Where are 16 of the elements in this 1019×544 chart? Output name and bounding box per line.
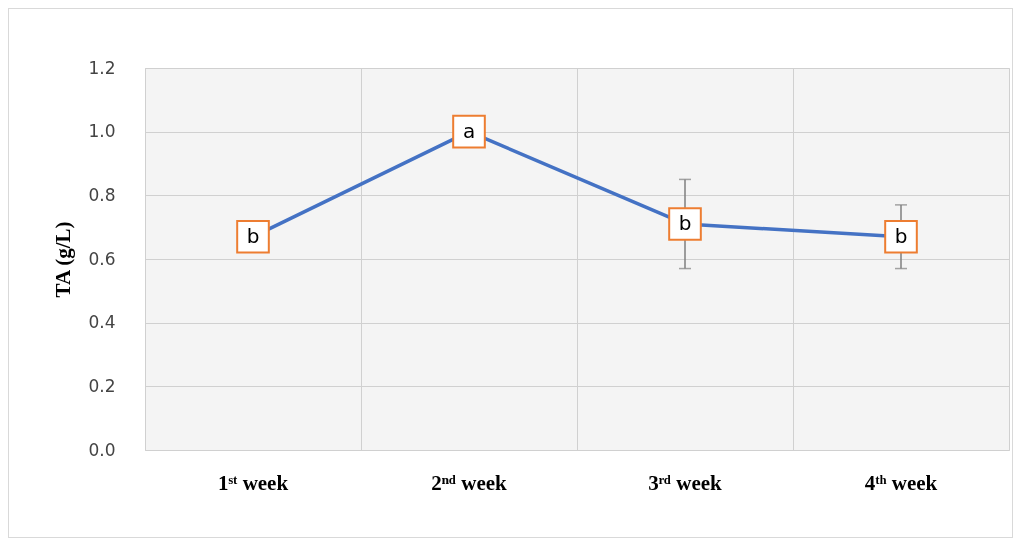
x-tick-label: 2ⁿᵈ week bbox=[431, 470, 508, 495]
y-tick-label: 1.0 bbox=[88, 121, 116, 142]
annotation: b bbox=[678, 210, 692, 235]
y-tick-label: 0.0 bbox=[88, 439, 116, 460]
x-tick-label: 4ᵗʰ week bbox=[864, 470, 938, 495]
y-axis-title: TA (g/L) bbox=[51, 221, 76, 298]
annotation: a bbox=[462, 118, 476, 143]
y-tick-label: 0.6 bbox=[88, 248, 116, 269]
y-tick-label: 0.4 bbox=[88, 312, 116, 333]
annotation: b bbox=[246, 223, 260, 248]
y-tick-label: 1.2 bbox=[88, 57, 116, 78]
x-tick-label: 3ʳᵈ week bbox=[648, 470, 723, 495]
y-tick-label: 0.8 bbox=[88, 184, 116, 205]
x-tick-label: 1ˢᵗ week bbox=[217, 470, 289, 495]
y-tick-label: 0.2 bbox=[88, 375, 116, 396]
annotation: b bbox=[894, 223, 908, 248]
